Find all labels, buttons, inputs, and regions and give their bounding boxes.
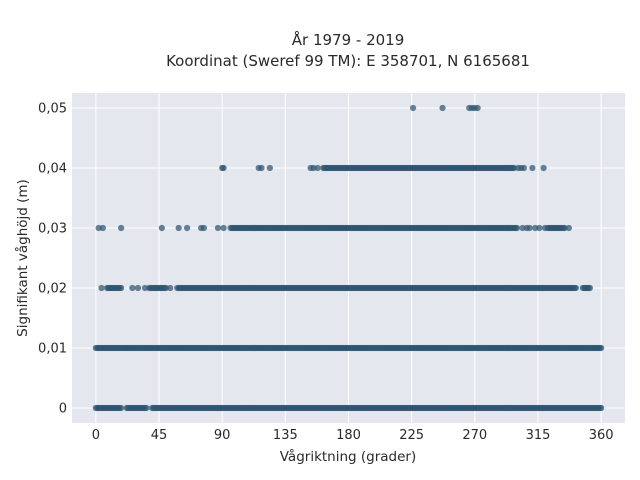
x-tick-label: 45 — [151, 428, 168, 443]
chart-title-line2: Koordinat (Sweref 99 TM): E 358701, N 61… — [166, 52, 530, 70]
y-tick-label: 0,05 — [38, 102, 67, 117]
y-tick-label: 0 — [59, 402, 67, 417]
data-point — [439, 104, 446, 112]
data-point — [598, 404, 605, 412]
data-point — [141, 284, 149, 292]
data-points — [92, 104, 605, 412]
data-point — [200, 224, 208, 232]
y-tick-label: 0,02 — [38, 282, 67, 297]
chart-title-line1: År 1979 - 2019 — [292, 30, 405, 49]
data-point — [134, 284, 142, 292]
x-tick-label: 315 — [526, 428, 551, 443]
data-point — [314, 164, 321, 172]
data-point — [118, 284, 125, 292]
data-point — [183, 224, 191, 232]
x-tick-label: 225 — [399, 428, 424, 443]
data-point — [598, 344, 605, 352]
x-tick-label: 135 — [273, 428, 298, 443]
data-point — [513, 224, 521, 232]
data-point — [520, 164, 528, 172]
data-point — [526, 224, 533, 232]
data-point — [98, 284, 105, 292]
x-tick-label: 180 — [336, 428, 361, 443]
data-point — [409, 104, 417, 112]
data-point — [529, 164, 536, 172]
data-point — [220, 224, 227, 232]
data-point — [565, 224, 572, 232]
data-point — [474, 104, 481, 112]
y-tick-labels: 0 0,01 0,02 0,03 0,04 0,05 — [38, 102, 67, 417]
data-point — [541, 224, 549, 232]
x-tick-label: 360 — [589, 428, 614, 443]
data-point — [266, 164, 273, 172]
x-axis-label: Vågriktning (grader) — [280, 448, 417, 465]
data-point — [175, 224, 182, 232]
data-point — [220, 164, 227, 172]
y-tick-label: 0,01 — [38, 342, 67, 357]
data-point — [118, 404, 125, 412]
data-point — [586, 284, 594, 292]
data-point — [214, 224, 222, 232]
data-point — [540, 164, 547, 172]
y-tick-label: 0,04 — [38, 162, 67, 177]
x-tick-label: 270 — [462, 428, 487, 443]
data-point — [258, 164, 265, 172]
y-axis-label: Signifikant våghöjd (m) — [14, 179, 31, 337]
data-point — [536, 224, 543, 232]
data-point — [167, 284, 174, 292]
x-tick-label: 90 — [214, 428, 231, 443]
data-point — [118, 224, 125, 232]
data-point — [129, 284, 136, 292]
y-tick-label: 0,03 — [38, 222, 67, 237]
data-point — [99, 224, 106, 232]
x-tick-label: 0 — [92, 428, 100, 443]
data-point — [143, 404, 150, 412]
data-point — [158, 224, 165, 232]
data-point — [572, 284, 579, 292]
x-tick-labels: 0 45 90 135 180 225 270 315 360 — [92, 428, 614, 443]
